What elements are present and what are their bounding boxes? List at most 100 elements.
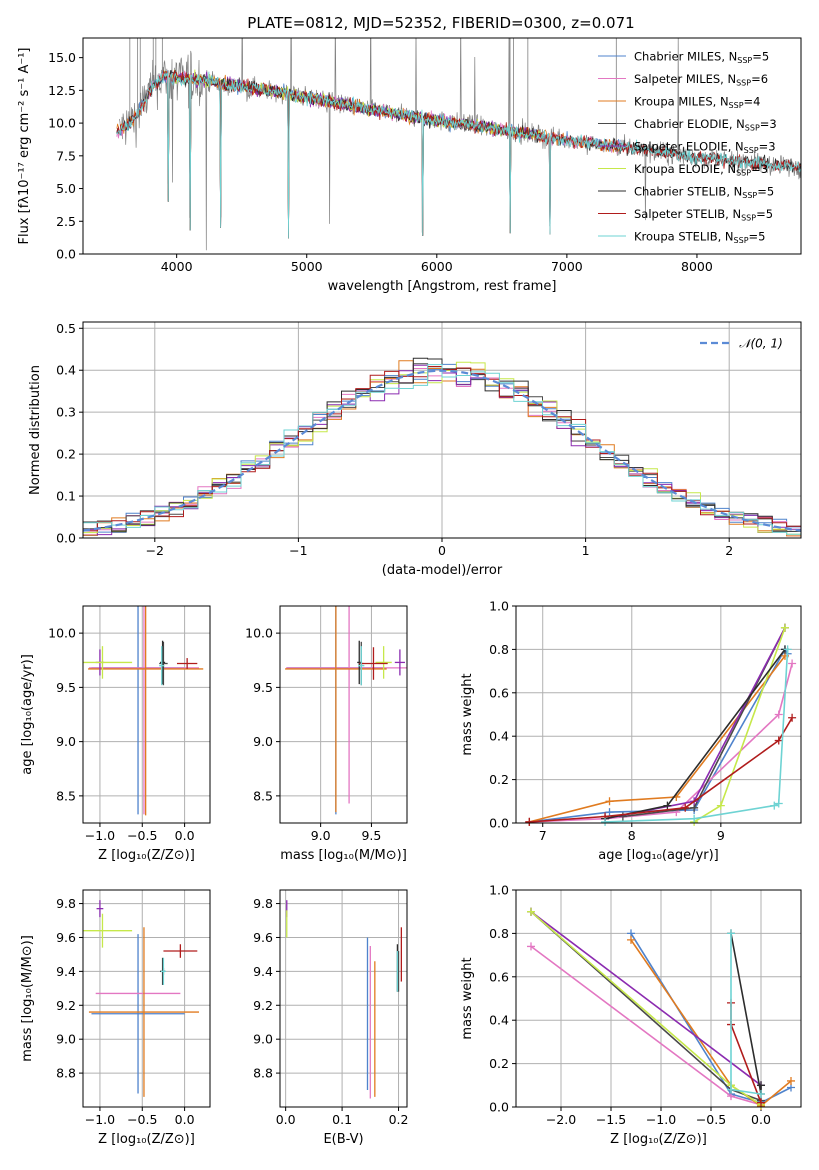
p7-xlabel: Z [log₁₀(Z/Z⊙)] xyxy=(610,1132,707,1147)
p3-ytick-label-3: 10.0 xyxy=(245,626,273,641)
p4-marker-8-0 xyxy=(601,817,610,826)
panel-3: 9.0 9.5 8.5 9.0 9.5 10.0 mass [log₁₀(M/M⊙)] xyxy=(245,605,408,863)
legend-label-8: Kroupa STELIB, NSSP=5 xyxy=(634,230,765,246)
p7-xtick-label-3: −0.5 xyxy=(696,1112,726,1127)
p6-xtick-label-1: 0.1 xyxy=(332,1112,352,1127)
p3-xlabel: mass [log₁₀(M/M⊙)] xyxy=(280,848,407,863)
p2-ytick-label-0: 8.5 xyxy=(56,788,76,803)
p2-frame xyxy=(82,605,211,824)
p7-ytick-label-5: 1.0 xyxy=(489,883,509,898)
hist-xlabel: (data-model)/error xyxy=(382,563,503,578)
legend-label-0: Chabrier MILES, NSSP=5 xyxy=(634,50,769,66)
p4-ytick-label-3: 0.6 xyxy=(489,685,509,700)
panel-5: −1.0 −0.5 0.0 8.8 9.0 9.2 9.4 9.6 9.8 Z [log₁₀(Z/… xyxy=(20,889,211,1147)
p7-marker-1-0 xyxy=(527,942,535,951)
spectrum-frame xyxy=(82,37,802,255)
p5-ytick-label-2: 9.2 xyxy=(56,998,76,1013)
p7-marker-8-0 xyxy=(727,929,735,938)
p5-xtick-label-2: 0.0 xyxy=(175,1112,195,1127)
p6-xtick-label-2: 0.2 xyxy=(389,1112,409,1127)
p6-ytick-label-4: 9.6 xyxy=(253,930,273,945)
p4-marker-7-4 xyxy=(788,713,797,722)
figure-title: PLATE=0812, MJD=52352, FIBERID=0300, z=0… xyxy=(247,14,634,32)
legend-label-3: Chabrier ELODIE, NSSP=3 xyxy=(634,117,777,133)
panel-4: 7 8 9 0.0 0.2 0.4 0.6 0.8 1.0 age [log₁₀(age/yr)]… xyxy=(460,599,802,863)
spectrum-xtick-label-3: 7000 xyxy=(551,259,583,274)
p4-marker-8-2 xyxy=(770,801,779,810)
p7-xtick-label-2: −1.0 xyxy=(646,1112,676,1127)
p3-ytick-label-1: 9.0 xyxy=(253,734,273,749)
p4-ytick-label-1: 0.2 xyxy=(489,772,509,787)
hist-legend-label: 𝒩(0, 1) xyxy=(739,337,783,351)
panel-0: 4000 5000 6000 7000 8000 0.0 2.5 5.0 7.5 10.0 12.5… xyxy=(17,37,802,294)
hist-xtick-label-1: −1 xyxy=(289,543,307,558)
spectrum-xtick-label-1: 5000 xyxy=(291,259,323,274)
legend-label-7: Salpeter STELIB, NSSP=5 xyxy=(634,207,773,223)
hist-xtick-label-2: 0 xyxy=(438,543,446,558)
p3-frame xyxy=(279,605,408,824)
p7-marker-7-2 xyxy=(757,1098,765,1107)
p7-ytick-label-2: 0.4 xyxy=(489,1013,509,1028)
p5-xtick-label-0: −1.0 xyxy=(85,1112,115,1127)
p6-xtick-label-0: 0.0 xyxy=(276,1112,296,1127)
p4-ytick-label-0: 0.0 xyxy=(489,816,509,831)
p5-frame xyxy=(82,889,211,1108)
panel-6: 0.0 0.1 0.2 8.8 9.0 9.2 9.4 9.6 9.8 E(B-V) xyxy=(253,889,409,1147)
p7-marker-5-0 xyxy=(527,907,535,916)
spectrum-ylabel: Flux [fλ10⁻¹⁷ erg cm⁻² s⁻¹ A⁻¹] xyxy=(17,48,32,245)
p7-marker-6-2 xyxy=(757,1081,765,1090)
p5-ytick-label-3: 9.4 xyxy=(56,964,76,979)
p4-ytick-label-4: 0.8 xyxy=(489,642,509,657)
p2-ytick-label-3: 10.0 xyxy=(48,626,76,641)
p4-ytick-label-5: 1.0 xyxy=(489,599,509,614)
spectrum-ytick-label-1: 2.5 xyxy=(56,214,76,229)
p4-marker-7-2 xyxy=(681,803,690,812)
hist-ytick-label-0: 0.0 xyxy=(56,531,76,546)
p7-xtick-label-0: −2.0 xyxy=(546,1112,576,1127)
p7-xtick-label-4: 0.0 xyxy=(751,1112,771,1127)
hist-xtick-label-3: 1 xyxy=(582,543,590,558)
p4-marker-7-3 xyxy=(774,736,783,745)
p4-marker-8-3 xyxy=(774,799,783,808)
spectrum-xtick-label-2: 6000 xyxy=(421,259,453,274)
p6-ytick-label-3: 9.4 xyxy=(253,964,273,979)
spectrum-ytick-label-3: 7.5 xyxy=(56,148,76,163)
p4-marker-0-1 xyxy=(605,808,614,817)
legend-label-5: Kroupa ELODIE, NSSP=3 xyxy=(634,162,768,178)
p6-xlabel: E(B-V) xyxy=(323,1132,363,1147)
hist-ytick-label-5: 0.5 xyxy=(56,321,76,336)
hist-ytick-label-1: 0.1 xyxy=(56,489,76,504)
p7-xtick-label-1: −1.5 xyxy=(596,1112,626,1127)
spectrum-ytick-label-4: 10.0 xyxy=(48,116,76,131)
p7-ytick-label-3: 0.6 xyxy=(489,969,509,984)
p7-marker-2-0 xyxy=(627,935,635,944)
p6-ytick-label-2: 9.2 xyxy=(253,998,273,1013)
p6-frame xyxy=(279,889,408,1108)
p7-frame xyxy=(515,889,802,1108)
p2-xtick-label-0: −1.0 xyxy=(85,828,115,843)
hist-ylabel: Normed distribution xyxy=(28,365,43,495)
legend-label-4: Salpeter ELODIE, NSSP=3 xyxy=(634,140,776,156)
hist-ytick-label-2: 0.2 xyxy=(56,447,76,462)
spectrum-xtick-label-0: 4000 xyxy=(161,259,193,274)
p7-marker-8-2 xyxy=(757,1089,765,1098)
p7-marker-2-3 xyxy=(787,1076,795,1085)
p5-ytick-label-0: 8.8 xyxy=(56,1066,76,1081)
hist-xtick-label-4: 2 xyxy=(725,543,733,558)
p4-marker-1-4 xyxy=(788,659,797,668)
spectrum-xlabel: wavelength [Angstrom, rest frame] xyxy=(328,279,557,294)
p4-xtick-label-0: 7 xyxy=(539,828,547,843)
hist-series-8 xyxy=(83,364,801,538)
p4-frame xyxy=(515,605,802,824)
hist-ytick-label-4: 0.4 xyxy=(56,363,76,378)
p7-marker-8-1 xyxy=(727,1085,735,1094)
p4-marker-7-0 xyxy=(525,817,534,826)
p4-marker-2-1 xyxy=(605,797,614,806)
p2-ylabel: age [log₁₀(age/yr)] xyxy=(20,654,35,775)
legend-label-1: Salpeter MILES, NSSP=6 xyxy=(634,72,768,88)
p4-xlabel: age [log₁₀(age/yr)] xyxy=(598,848,719,863)
panel-1: −2 −1 0 1 2 0.0 0.1 0.2 0.3 0.4 0.5 (data-model)/er… xyxy=(28,321,802,578)
p4-ylabel: mass weight xyxy=(460,673,475,755)
p4-marker-6-1 xyxy=(663,801,672,810)
panel-7: −2.0 −1.5 −1.0 −0.5 0.0 0.0 0.2 0.4 0.6 0.8 1.0 Z [… xyxy=(460,883,802,1147)
